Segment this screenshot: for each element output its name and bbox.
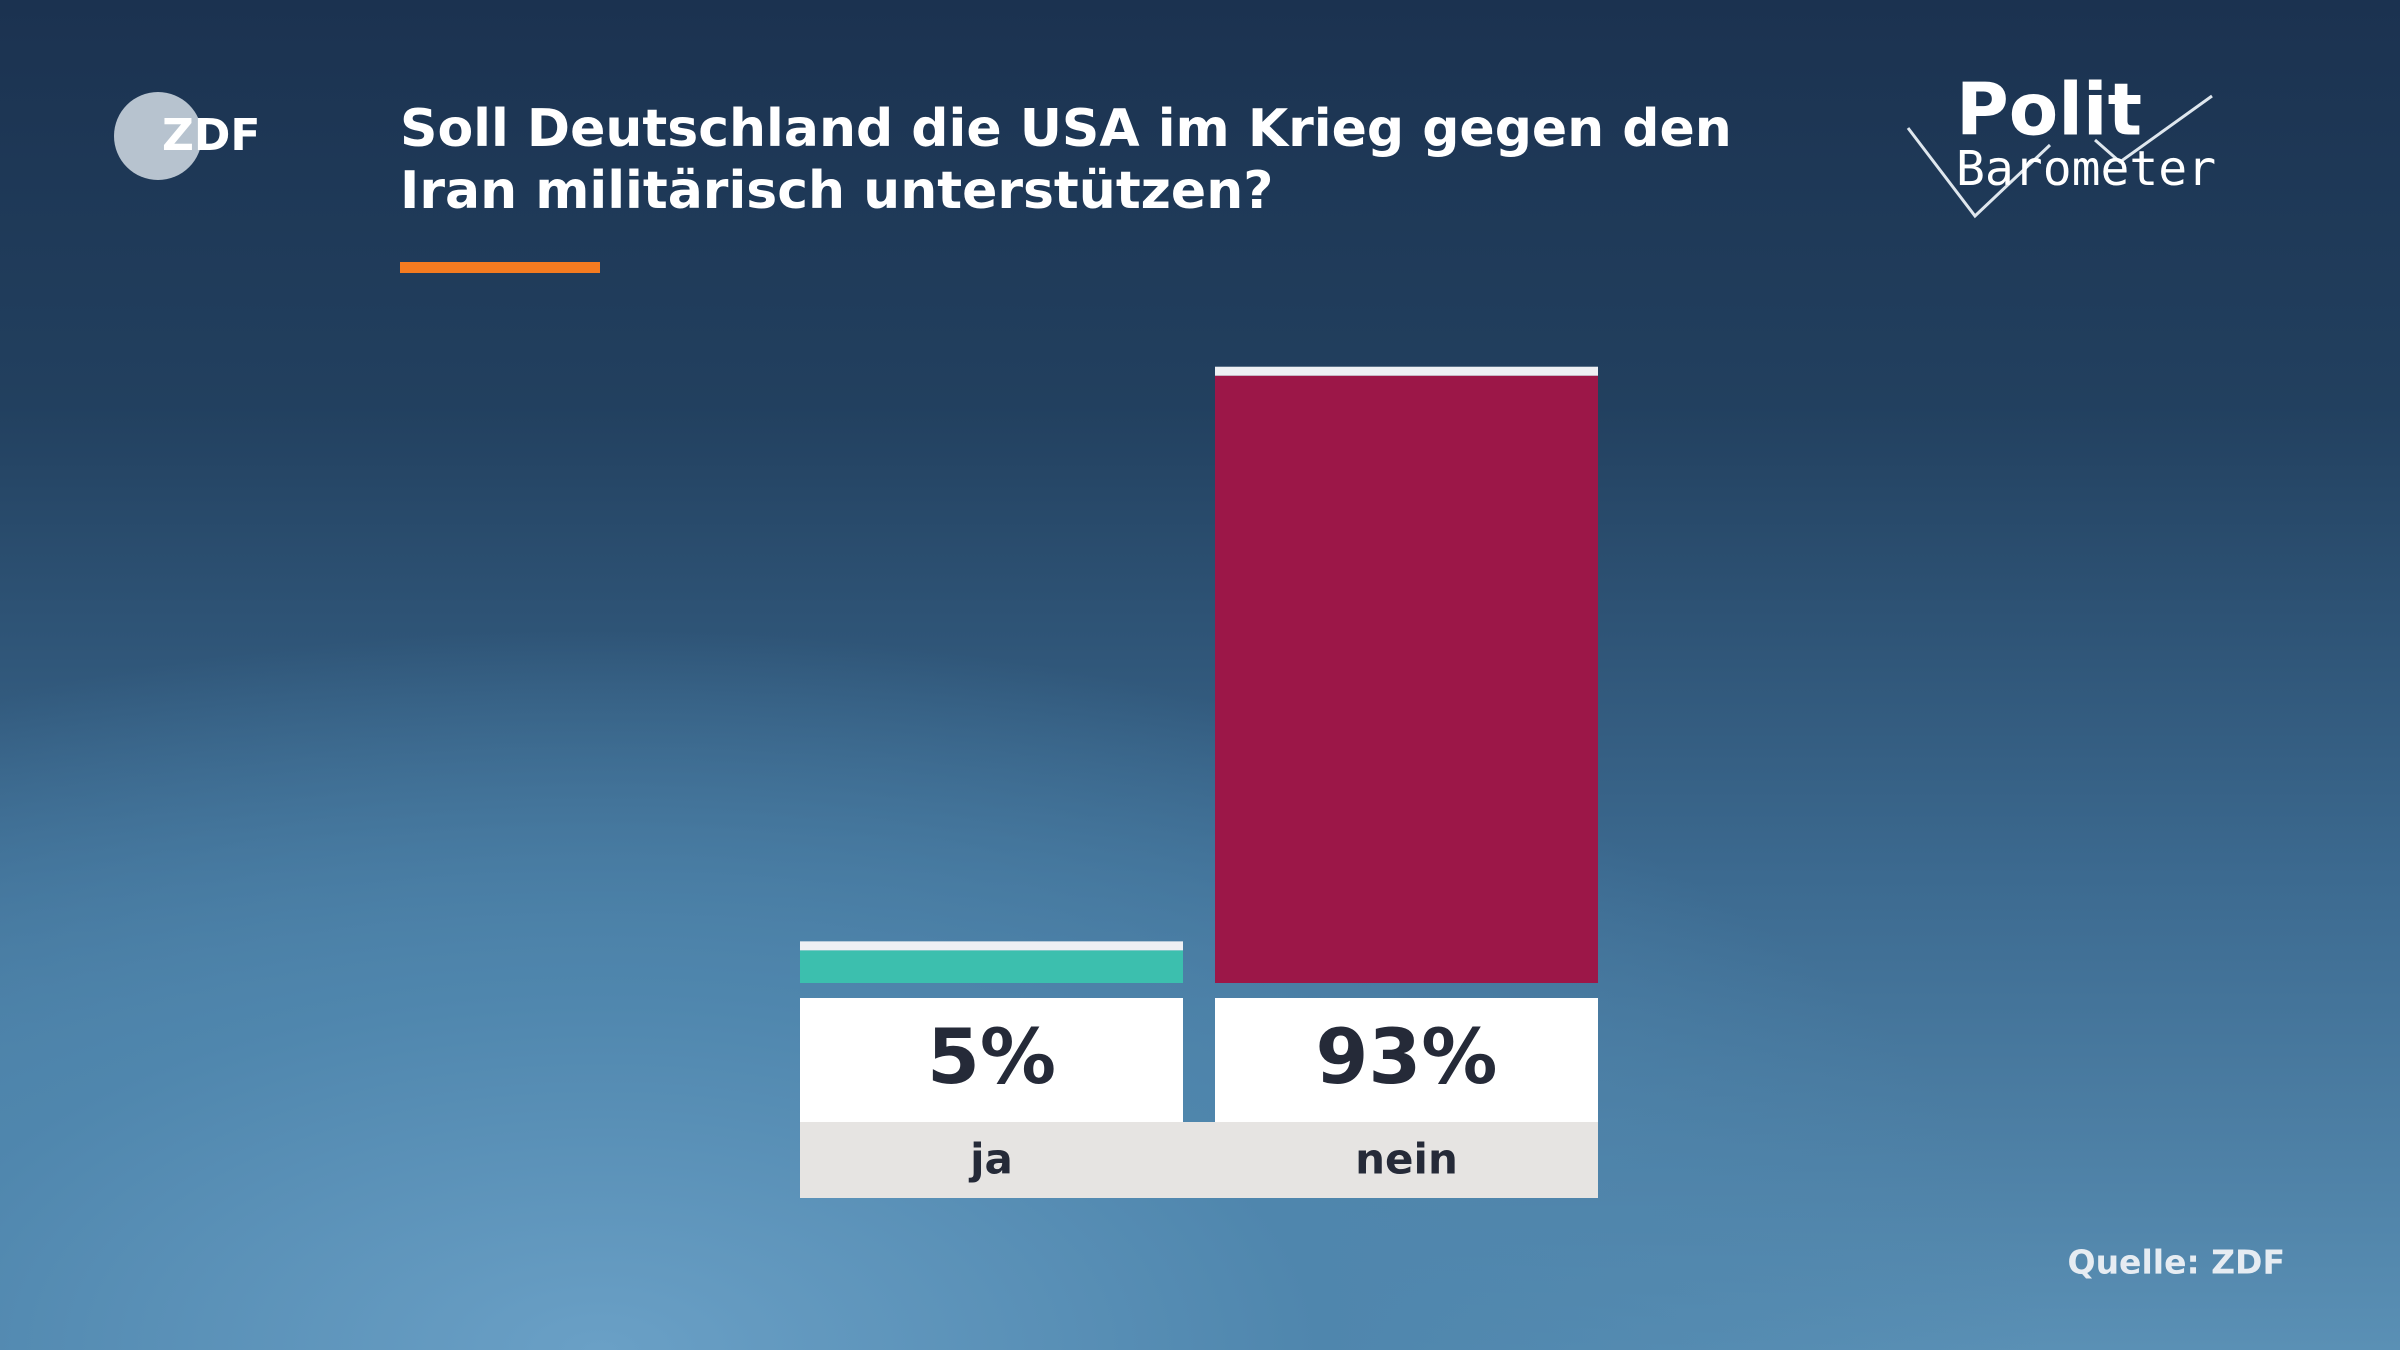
category-label: nein bbox=[1355, 1135, 1458, 1184]
title-underline bbox=[400, 262, 600, 273]
brand-check bbox=[2094, 94, 2213, 164]
bar bbox=[1215, 375, 1598, 984]
category-label: ja bbox=[968, 1135, 1013, 1184]
bar-cap bbox=[1215, 366, 1598, 376]
source: Quelle: ZDF bbox=[2068, 1243, 2285, 1282]
brand-check bbox=[1906, 127, 2052, 219]
bar bbox=[800, 950, 1183, 983]
bar-cap bbox=[800, 941, 1183, 951]
brand-title: Polit bbox=[1956, 68, 2142, 152]
value-label: 5% bbox=[927, 1012, 1056, 1101]
value-box bbox=[800, 998, 1183, 1122]
chart-title: Soll Deutschland die USA im Krieg gegen … bbox=[400, 99, 1732, 221]
brand-subtitle: Barometer bbox=[1956, 141, 2216, 197]
logo: ZDF bbox=[162, 110, 260, 161]
logo-circle bbox=[114, 92, 202, 180]
value-box bbox=[1215, 998, 1598, 1122]
value-label: 93% bbox=[1316, 1012, 1498, 1101]
category-strip bbox=[800, 1122, 1598, 1198]
